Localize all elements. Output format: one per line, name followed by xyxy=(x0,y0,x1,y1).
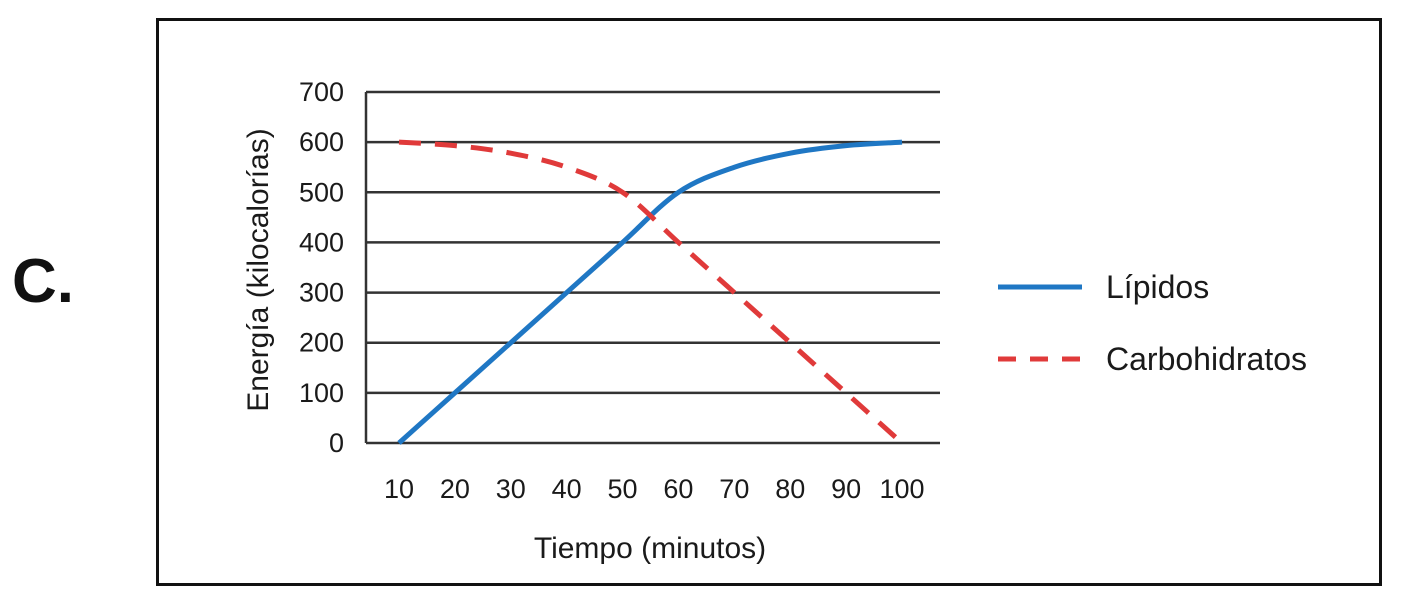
option-label: C. xyxy=(12,247,74,316)
y-axis-title: Energía (kilocalorías) xyxy=(242,128,275,411)
series-line-1 xyxy=(398,139,904,445)
y-tick-100: 100 xyxy=(299,378,344,408)
gridlines xyxy=(364,90,940,445)
y-tick-0: 0 xyxy=(329,428,344,458)
x-tick-40: 40 xyxy=(552,474,582,504)
x-axis-title: Tiempo (minutos) xyxy=(534,532,766,565)
x-tick-10: 10 xyxy=(384,474,414,504)
series-lines xyxy=(397,139,904,445)
x-tick-80: 80 xyxy=(775,474,805,504)
y-tick-labels: 0 100 200 300 400 500 600 700 xyxy=(299,77,344,458)
x-tick-20: 20 xyxy=(440,474,470,504)
y-tick-200: 200 xyxy=(299,328,344,358)
y-tick-700: 700 xyxy=(299,77,344,107)
series-line-0 xyxy=(397,139,903,445)
y-tick-300: 300 xyxy=(299,278,344,308)
legend-label-0: Lípidos xyxy=(1106,269,1209,305)
x-tick-50: 50 xyxy=(608,474,638,504)
x-tick-60: 60 xyxy=(663,474,693,504)
x-tick-100: 100 xyxy=(879,474,924,504)
y-tick-400: 400 xyxy=(299,227,344,257)
chart-frame xyxy=(156,18,1382,586)
x-tick-30: 30 xyxy=(496,474,526,504)
legend-label-1: Carbohidratos xyxy=(1106,341,1307,377)
legend: Lípidos Carbohidratos xyxy=(998,269,1307,377)
x-tick-70: 70 xyxy=(719,474,749,504)
y-tick-500: 500 xyxy=(299,177,344,207)
x-tick-90: 90 xyxy=(831,474,861,504)
y-tick-600: 600 xyxy=(299,127,344,157)
x-tick-labels: 10 20 30 40 50 60 70 80 90 100 xyxy=(384,474,925,504)
